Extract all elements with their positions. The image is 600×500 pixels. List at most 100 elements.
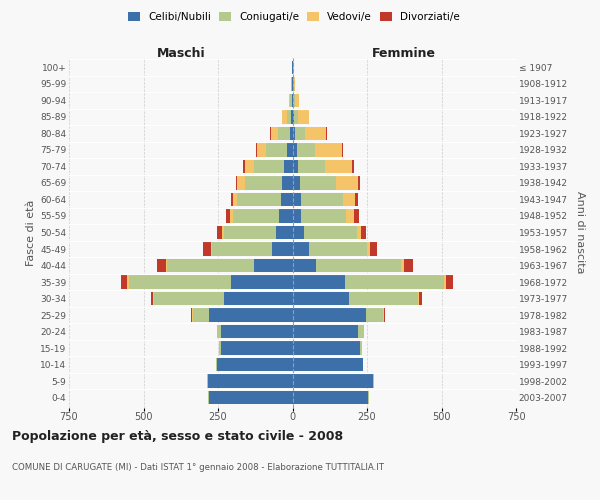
Bar: [294, 110, 298, 124]
Bar: [232, 276, 293, 289]
Bar: [353, 209, 359, 223]
Bar: [166, 259, 167, 272]
Bar: [221, 226, 224, 239]
Bar: [217, 325, 221, 338]
Bar: [293, 276, 344, 289]
Bar: [221, 325, 293, 338]
Bar: [404, 259, 413, 272]
Bar: [367, 242, 370, 256]
Y-axis label: Fasce di età: Fasce di età: [26, 200, 36, 266]
Bar: [293, 374, 373, 388]
Bar: [224, 292, 293, 306]
Bar: [271, 126, 278, 140]
Bar: [359, 342, 362, 355]
Bar: [300, 176, 336, 190]
Bar: [305, 126, 326, 140]
Bar: [284, 160, 293, 173]
Bar: [233, 192, 238, 206]
Bar: [418, 292, 419, 306]
Bar: [356, 226, 361, 239]
Bar: [293, 110, 294, 124]
Bar: [352, 160, 353, 173]
Bar: [293, 209, 301, 223]
Bar: [191, 308, 192, 322]
Text: Femmine: Femmine: [372, 47, 436, 60]
Bar: [293, 391, 368, 404]
Bar: [257, 143, 266, 156]
Bar: [346, 209, 353, 223]
Bar: [293, 126, 295, 140]
Bar: [226, 209, 230, 223]
Bar: [344, 276, 445, 289]
Bar: [254, 259, 293, 272]
Text: Popolazione per età, sesso e stato civile - 2008: Popolazione per età, sesso e stato civil…: [12, 430, 343, 443]
Bar: [419, 292, 422, 306]
Bar: [276, 226, 293, 239]
Bar: [445, 276, 446, 289]
Bar: [343, 192, 355, 206]
Bar: [298, 110, 310, 124]
Bar: [295, 126, 305, 140]
Y-axis label: Anni di nascita: Anni di nascita: [575, 191, 584, 274]
Bar: [293, 192, 301, 206]
Bar: [238, 192, 281, 206]
Bar: [293, 176, 300, 190]
Bar: [220, 342, 221, 355]
Text: COMUNE DI CARUGATE (MI) - Dati ISTAT 1° gennaio 2008 - Elaborazione TUTTITALIA.I: COMUNE DI CARUGATE (MI) - Dati ISTAT 1° …: [12, 462, 384, 471]
Bar: [233, 209, 279, 223]
Bar: [446, 276, 454, 289]
Bar: [370, 242, 377, 256]
Bar: [349, 292, 418, 306]
Bar: [212, 242, 272, 256]
Bar: [315, 143, 341, 156]
Bar: [301, 209, 346, 223]
Bar: [292, 94, 293, 107]
Bar: [341, 143, 343, 156]
Bar: [293, 143, 297, 156]
Bar: [203, 242, 211, 256]
Bar: [230, 209, 233, 223]
Bar: [217, 226, 221, 239]
Bar: [221, 342, 293, 355]
Bar: [224, 226, 276, 239]
Bar: [272, 242, 293, 256]
Bar: [298, 160, 325, 173]
Bar: [358, 176, 359, 190]
Bar: [293, 308, 365, 322]
Bar: [316, 259, 401, 272]
Bar: [293, 226, 304, 239]
Bar: [293, 325, 358, 338]
Bar: [121, 276, 127, 289]
Bar: [209, 308, 293, 322]
Bar: [293, 94, 295, 107]
Bar: [290, 126, 293, 140]
Bar: [217, 358, 293, 372]
Bar: [256, 143, 257, 156]
Bar: [290, 94, 292, 107]
Bar: [245, 160, 254, 173]
Bar: [157, 259, 166, 272]
Bar: [293, 342, 359, 355]
Bar: [289, 94, 290, 107]
Bar: [244, 160, 245, 173]
Bar: [401, 259, 404, 272]
Bar: [238, 176, 245, 190]
Bar: [209, 391, 293, 404]
Bar: [151, 292, 154, 306]
Bar: [292, 110, 293, 124]
Legend: Celibi/Nubili, Coniugati/e, Vedovi/e, Divorziati/e: Celibi/Nubili, Coniugati/e, Vedovi/e, Di…: [124, 8, 464, 26]
Bar: [167, 259, 254, 272]
Bar: [365, 308, 383, 322]
Bar: [293, 259, 316, 272]
Text: Maschi: Maschi: [157, 47, 205, 60]
Bar: [281, 192, 293, 206]
Bar: [336, 176, 358, 190]
Bar: [287, 143, 293, 156]
Bar: [297, 143, 315, 156]
Bar: [293, 292, 349, 306]
Bar: [279, 209, 293, 223]
Bar: [361, 226, 365, 239]
Bar: [304, 226, 356, 239]
Bar: [236, 176, 238, 190]
Bar: [293, 160, 298, 173]
